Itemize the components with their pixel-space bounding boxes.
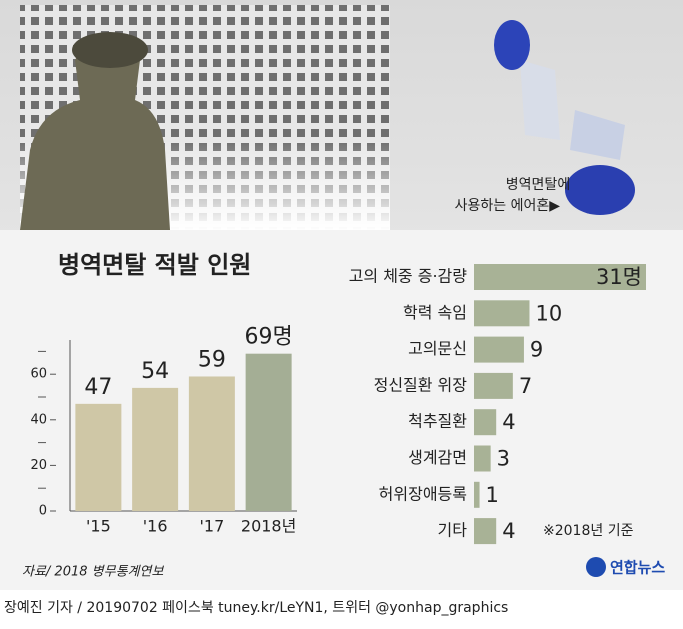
bar: [474, 481, 480, 508]
photo-caption: 사용하는 에어혼▶: [455, 198, 561, 214]
category-label: 척추질환: [408, 412, 467, 431]
value-label: 7: [519, 374, 532, 398]
y-tick-label: 20: [30, 458, 47, 473]
value-label: 59: [198, 347, 226, 372]
y-tick-label: 40: [30, 412, 47, 427]
value-label: 4: [502, 410, 515, 434]
category-label: 생계감면: [408, 448, 467, 467]
photo-caption: 병역면탈에: [506, 177, 570, 193]
bar: [75, 403, 122, 511]
y-tick-label: 0: [39, 504, 47, 519]
bar: [474, 409, 497, 436]
chart-title: 병역면탈 적발 인원: [58, 251, 251, 279]
bar: [474, 372, 513, 399]
value-label: 47: [84, 375, 112, 400]
category-label: 기타: [438, 521, 468, 540]
x-tick-label: '16: [143, 517, 168, 536]
value-label: 4: [502, 519, 515, 543]
category-label: 허위장애등록: [379, 484, 467, 503]
y-tick-label: 60: [30, 367, 47, 382]
logo: 연합뉴스: [610, 559, 665, 577]
bar: [474, 518, 497, 545]
bar: [474, 300, 530, 327]
photo: [20, 5, 635, 230]
category-label: 정신질환 위장: [374, 375, 468, 394]
category-label: 고의 체중 증·감량: [349, 267, 468, 286]
bar: [474, 336, 524, 363]
x-tick-label: '15: [86, 517, 111, 536]
bar: [245, 353, 292, 511]
bar: [474, 264, 646, 290]
value-label: 1: [486, 483, 499, 507]
bar: [132, 387, 179, 511]
value-label: 3: [497, 447, 510, 471]
bar: [188, 376, 235, 511]
value-label: 54: [141, 359, 169, 384]
value-label: 10: [535, 301, 562, 325]
value-label: 31명: [596, 265, 642, 289]
footer: [0, 590, 683, 629]
category-label: 학력 속임: [403, 303, 467, 322]
value-label: 69명: [245, 325, 293, 350]
category-label: 고의문신: [408, 339, 467, 358]
source: 자료/ 2018 병무통계연보: [22, 565, 164, 580]
bar: [474, 445, 491, 472]
logo-icon: [586, 557, 606, 577]
x-tick-label: 2018년: [241, 517, 296, 536]
x-tick-label: '17: [199, 517, 224, 536]
note: ※2018년 기준: [543, 523, 634, 539]
value-label: 9: [530, 338, 543, 362]
credit: 장예진 기자 / 20190702 페이스북 tuney.kr/LeYN1, 트…: [4, 600, 508, 616]
